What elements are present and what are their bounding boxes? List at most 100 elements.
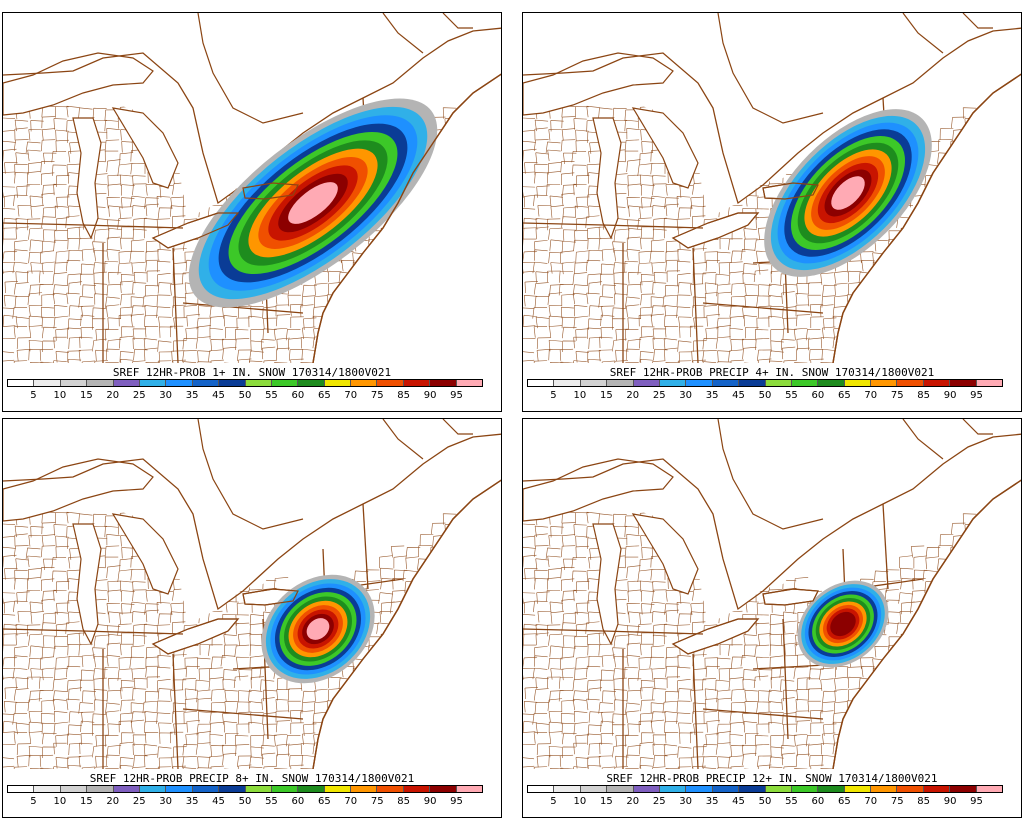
- colorbar-swatch: [271, 380, 299, 386]
- map-panel-1: SREF 12HR-PROB 1+ IN. SNOW 170314/1800V0…: [2, 12, 502, 412]
- colorbar: [7, 785, 483, 793]
- colorbar-swatch: [950, 786, 977, 792]
- colorbar-tick-label: 85: [397, 390, 411, 401]
- colorbar-swatch: [580, 786, 608, 792]
- colorbar-swatch: [633, 380, 660, 386]
- map-2: [523, 13, 1021, 363]
- colorbar-swatch: [686, 786, 713, 792]
- colorbar-ticks: 5 10 15 20 25 30 35 45 50 55 60 65 70 75 85 90 95: [527, 390, 1003, 404]
- colorbar-tick-label: 35: [705, 390, 719, 401]
- colorbar-swatch: [245, 380, 272, 386]
- colorbar-tick-label: 70: [864, 390, 878, 401]
- colorbar-swatch: [791, 380, 819, 386]
- colorbar: [527, 379, 1003, 387]
- colorbar-swatch: [607, 380, 634, 386]
- colorbar-swatch: [139, 380, 167, 386]
- colorbar-tick-label: 95: [970, 390, 983, 401]
- colorbar-tick-label: 5: [550, 390, 557, 401]
- colorbar-tick-label: 65: [837, 796, 851, 807]
- colorbar-swatch: [818, 380, 845, 386]
- colorbar-tick-label: 90: [423, 390, 437, 401]
- colorbar-swatch: [659, 786, 687, 792]
- colorbar-swatch: [871, 786, 898, 792]
- map-3: [3, 419, 501, 769]
- colorbar-swatch: [686, 380, 713, 386]
- colorbar-swatch: [113, 786, 140, 792]
- colorbar-swatch: [528, 380, 555, 386]
- colorbar-tick-label: 10: [573, 390, 587, 401]
- colorbar-swatch: [219, 380, 246, 386]
- colorbar-tick-label: 70: [344, 390, 358, 401]
- colorbar-tick-label: 50: [758, 390, 772, 401]
- colorbar-tick-label: 30: [679, 390, 693, 401]
- colorbar-swatch: [633, 786, 660, 792]
- colorbar-swatch: [897, 380, 924, 386]
- map-panel-3: SREF 12HR-PROB PRECIP 8+ IN. SNOW 170314…: [2, 418, 502, 818]
- colorbar-tick-label: 15: [599, 390, 613, 401]
- panel-caption: SREF 12HR-PROB PRECIP 4+ IN. SNOW 170314…: [609, 366, 935, 379]
- colorbar-tick-label: 20: [106, 390, 120, 401]
- colorbar-swatch: [8, 786, 35, 792]
- colorbar-swatch: [712, 380, 740, 386]
- colorbar-tick-label: 5: [30, 796, 37, 807]
- map-4: [523, 419, 1021, 769]
- colorbar-tick-label: 35: [705, 796, 719, 807]
- colorbar-tick-label: 25: [652, 796, 666, 807]
- colorbar-swatch: [554, 380, 581, 386]
- colorbar-ticks: 5 10 15 20 25 30 35 45 50 55 60 65 70 75 85 90 95: [527, 796, 1003, 810]
- colorbar-tick-label: 95: [450, 796, 463, 807]
- colorbar-swatch: [976, 380, 1003, 386]
- colorbar-swatch: [245, 786, 272, 792]
- colorbar-tick-label: 65: [837, 390, 851, 401]
- colorbar-swatch: [739, 786, 766, 792]
- colorbar-ticks: 5 10 15 20 25 30 35 45 50 55 60 65 70 75 85 90 95: [7, 390, 483, 404]
- colorbar-tick-label: 65: [317, 796, 331, 807]
- colorbar-swatch: [818, 786, 845, 792]
- colorbar-swatch: [192, 786, 220, 792]
- colorbar-swatch: [844, 380, 872, 386]
- colorbar: [7, 379, 483, 387]
- colorbar-tick-label: 45: [732, 796, 745, 807]
- colorbar-swatch: [659, 380, 687, 386]
- colorbar-swatch: [456, 380, 483, 386]
- colorbar-swatch: [166, 380, 193, 386]
- colorbar-tick-label: 10: [53, 796, 67, 807]
- colorbar-swatch: [712, 786, 740, 792]
- panel-caption: SREF 12HR-PROB 1+ IN. SNOW 170314/1800V0…: [112, 366, 392, 379]
- colorbar-tick-label: 75: [370, 390, 384, 401]
- colorbar-tick-label: 90: [423, 796, 437, 807]
- colorbar-swatch: [403, 786, 431, 792]
- colorbar-tick-label: 75: [890, 796, 904, 807]
- colorbar-tick-label: 65: [317, 390, 331, 401]
- colorbar-tick-label: 55: [265, 390, 278, 401]
- colorbar-swatch: [351, 380, 378, 386]
- colorbar-tick-label: 15: [79, 390, 93, 401]
- colorbar-tick-label: 60: [811, 796, 825, 807]
- map-1: [3, 13, 501, 363]
- colorbar-tick-label: 70: [864, 796, 878, 807]
- colorbar-tick-label: 60: [811, 390, 825, 401]
- colorbar-swatch: [791, 786, 819, 792]
- colorbar-swatch: [60, 786, 88, 792]
- colorbar-tick-label: 50: [238, 796, 252, 807]
- colorbar-tick-label: 20: [106, 796, 120, 807]
- colorbar-swatch: [87, 786, 114, 792]
- colorbar-tick-label: 85: [917, 796, 931, 807]
- colorbar-tick-label: 55: [265, 796, 278, 807]
- colorbar-swatch: [139, 786, 167, 792]
- colorbar-tick-label: 55: [785, 390, 798, 401]
- colorbar-tick-label: 25: [652, 390, 666, 401]
- colorbar-swatch: [87, 380, 114, 386]
- colorbar-tick-label: 5: [30, 390, 37, 401]
- colorbar-tick-label: 75: [370, 796, 384, 807]
- colorbar-tick-label: 30: [679, 796, 693, 807]
- colorbar-tick-label: 55: [785, 796, 798, 807]
- colorbar-tick-label: 10: [573, 796, 587, 807]
- colorbar-tick-label: 85: [397, 796, 411, 807]
- colorbar-swatch: [192, 380, 220, 386]
- colorbar-tick-label: 25: [132, 390, 146, 401]
- colorbar-tick-label: 45: [732, 390, 745, 401]
- colorbar-swatch: [923, 786, 951, 792]
- colorbar-tick-label: 50: [238, 390, 252, 401]
- colorbar-tick-label: 20: [626, 390, 640, 401]
